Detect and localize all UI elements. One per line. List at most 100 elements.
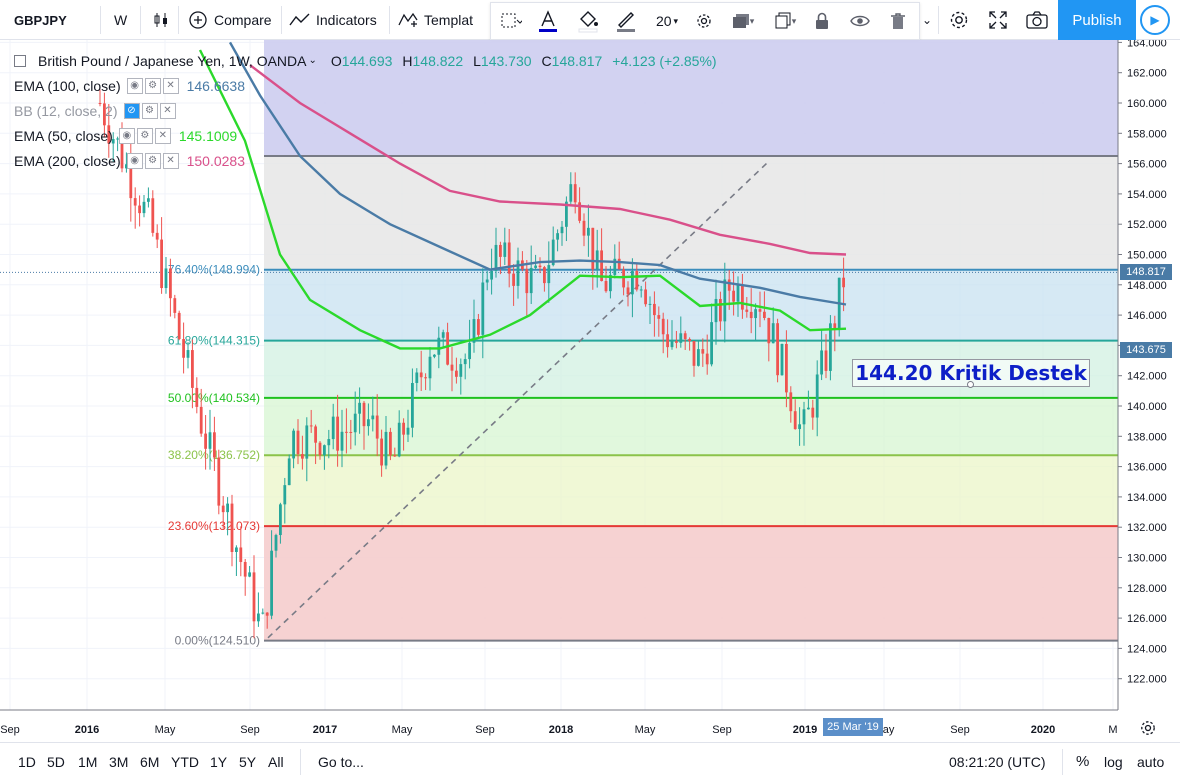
chevron-down-icon[interactable]: ⌄: [308, 55, 317, 66]
font-size-select[interactable]: 20 ▾: [647, 3, 687, 39]
auto-toggle[interactable]: auto: [1137, 753, 1165, 770]
templates-button[interactable]: Templat: [398, 0, 473, 40]
gear-icon[interactable]: ⚙: [144, 152, 161, 169]
candle-body: [353, 413, 357, 433]
divider: [938, 6, 939, 34]
more-tools-chevron[interactable]: ⌄: [922, 0, 932, 40]
candle-body: [648, 303, 652, 305]
eye-icon[interactable]: ◉: [126, 77, 143, 94]
bottom-toolbar: 1D 5D 1M 3M 6M YTD 1Y 5Y All Go to... 08…: [0, 742, 1180, 780]
candle-body: [296, 430, 300, 455]
candle-body: [402, 422, 405, 435]
range-5d[interactable]: 5D: [47, 753, 65, 770]
utc-clock[interactable]: 08:21:20 (UTC): [949, 753, 1046, 770]
close-icon[interactable]: ✕: [154, 127, 171, 144]
annotation-handle[interactable]: [967, 381, 974, 388]
candle-body: [340, 431, 344, 451]
candle-body: [217, 457, 221, 506]
candle-body: [345, 431, 348, 433]
range-1m[interactable]: 1M: [78, 753, 98, 770]
drag-handle[interactable]: [493, 3, 529, 39]
gear-icon[interactable]: ⚙: [144, 77, 161, 94]
settings-button[interactable]: [948, 0, 970, 40]
eye-off-icon[interactable]: ⊘: [123, 102, 140, 119]
price-tick-label: 122.000: [1127, 674, 1167, 686]
price-tick-label: 134.000: [1127, 492, 1167, 504]
visibility-templates-button[interactable]: ▾: [723, 3, 763, 39]
goto-button[interactable]: Go to...: [318, 753, 364, 770]
publish-button[interactable]: Publish: [1058, 0, 1136, 40]
range-all[interactable]: All: [268, 753, 284, 770]
price-chart[interactable]: 76.40%(148.994) 61.80%(144.315) 50.00%(140…: [0, 40, 1180, 742]
candle-body: [666, 334, 669, 348]
replay-button[interactable]: ▶: [1140, 5, 1170, 35]
price-tick-label: 146.000: [1127, 310, 1167, 322]
fullscreen-button[interactable]: [988, 0, 1008, 40]
candle-body: [626, 287, 630, 295]
range-5y[interactable]: 5Y: [239, 753, 257, 770]
percent-toggle[interactable]: %: [1076, 753, 1090, 770]
high-label: H: [402, 52, 413, 69]
compare-label: Compare: [214, 12, 272, 28]
indicator-row-ema50[interactable]: EMA (50, close) ◉ ⚙ ✕ 145.1009: [14, 123, 717, 148]
candle-body: [195, 387, 199, 407]
candle-body: [221, 505, 225, 513]
eye-icon[interactable]: ◉: [118, 127, 135, 144]
range-3m[interactable]: 3M: [109, 753, 129, 770]
log-toggle[interactable]: log: [1104, 753, 1123, 770]
gear-icon: [697, 14, 711, 28]
time-settings-button[interactable]: [1138, 718, 1158, 738]
lock-button[interactable]: [805, 3, 839, 39]
text-color-button[interactable]: [531, 3, 565, 39]
price-tick-label: 156.000: [1127, 159, 1167, 171]
candle-body: [617, 258, 621, 270]
chart-style-button[interactable]: [152, 0, 170, 40]
fib-retracement[interactable]: 76.40%(148.994) 61.80%(144.315) 50.00%(140…: [0, 40, 1118, 648]
candle-body: [213, 432, 216, 458]
gear-icon[interactable]: ⚙: [141, 102, 158, 119]
gear-icon: [950, 11, 968, 29]
close-icon[interactable]: ✕: [159, 102, 176, 119]
low-value: 143.730: [480, 52, 532, 69]
interval-button[interactable]: W: [114, 12, 128, 28]
delete-button[interactable]: [881, 3, 915, 39]
fill-color-button[interactable]: [571, 3, 605, 39]
open-value: 144.693: [341, 52, 393, 69]
price-tick-label: 164.000: [1127, 40, 1167, 49]
price-tick-label: 136.000: [1127, 462, 1167, 474]
indicator-name: BB (12, close, 2): [14, 102, 118, 119]
axes: 164.000 162.000 160.000 158.000 156.000 154.0…: [0, 40, 1180, 742]
symbol-search[interactable]: GBPJPY: [14, 12, 67, 28]
candle-body: [503, 242, 507, 257]
symbol-title[interactable]: British Pound / Japanese Yen, 1W, OANDA: [38, 52, 307, 69]
candle-body: [309, 425, 313, 427]
line-color-button[interactable]: [609, 3, 643, 39]
eye-icon[interactable]: ◉: [126, 152, 143, 169]
indicator-row-ema100[interactable]: EMA (100, close) ◉ ⚙ ✕ 146.6638: [14, 73, 717, 98]
candle-body: [723, 279, 727, 322]
hide-button[interactable]: [843, 3, 877, 39]
indicator-row-ema200[interactable]: EMA (200, close) ◉ ⚙ ✕ 150.0283: [14, 148, 717, 173]
collapse-icon[interactable]: [14, 54, 26, 67]
range-1y[interactable]: 1Y: [210, 753, 228, 770]
compare-button[interactable]: Compare: [188, 0, 272, 40]
snapshot-button[interactable]: [1026, 0, 1048, 40]
gear-icon[interactable]: ⚙: [136, 127, 153, 144]
close-icon[interactable]: ✕: [162, 77, 179, 94]
candle-body: [512, 273, 515, 286]
candle-body: [582, 220, 586, 236]
drawing-settings-button[interactable]: [687, 3, 721, 39]
clone-button[interactable]: ▾: [765, 3, 805, 39]
divider: [100, 6, 101, 34]
candles-icon: [154, 13, 167, 27]
price-tick-label: 138.000: [1127, 431, 1167, 443]
range-6m[interactable]: 6M: [140, 753, 160, 770]
indicators-button[interactable]: Indicators: [289, 0, 377, 40]
range-1d[interactable]: 1D: [18, 753, 36, 770]
indicator-row-bb[interactable]: BB (12, close, 2) ⊘ ⚙ ✕: [14, 98, 717, 123]
candle-body: [732, 290, 735, 302]
range-ytd[interactable]: YTD: [171, 753, 199, 770]
candle-body: [472, 319, 476, 343]
candle-body: [622, 269, 625, 288]
close-icon[interactable]: ✕: [162, 152, 179, 169]
